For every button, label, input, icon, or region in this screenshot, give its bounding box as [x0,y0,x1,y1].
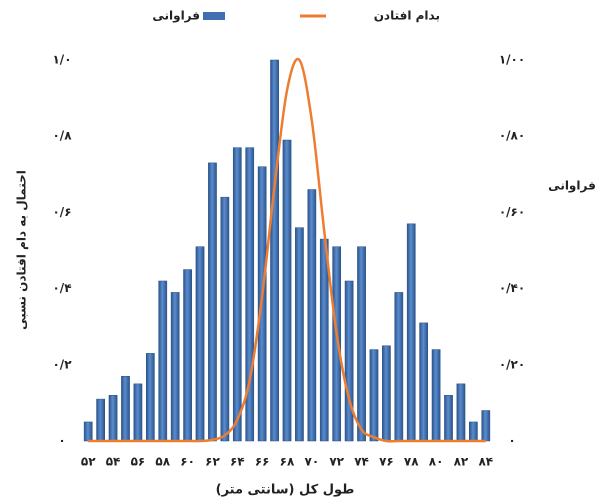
x-tick-label: ۶۶ [255,455,270,469]
y2-tick-label: ۰/۸۰ [499,129,525,143]
bar [444,395,453,442]
bar [282,139,292,442]
bar [369,349,379,442]
bar [319,238,329,442]
x-axis-title: طول کل (سانتی متر) [216,483,355,498]
y-tick-label: ۱/۰ [52,53,71,67]
x-tick-label: ۸۲ [454,455,469,469]
bar [232,147,242,442]
bar [481,410,491,442]
y2-tick-label: ۰ [508,434,515,448]
bar [96,398,105,442]
y2-tick-label: ۱/۰۰ [499,53,525,67]
x-tick-label: ۷۶ [379,455,394,469]
y-tick-label: ۰/۲ [52,357,72,371]
y2-axis-title: فراوانی [548,179,595,194]
bar [344,280,354,442]
bar [419,322,429,442]
x-tick-label: ۶۸ [280,455,295,469]
bar [382,345,391,442]
bar [406,223,416,442]
x-tick-label: ۷۴ [354,455,369,469]
bar [431,349,441,442]
bar [332,246,342,442]
bar [108,395,118,442]
bar [183,269,192,442]
bar [469,421,478,442]
x-tick-label: ۷۸ [404,455,419,469]
legend-swatch [203,12,225,20]
bar [307,189,317,442]
bar [208,162,217,442]
bar [245,147,255,442]
x-tick-label: ۷۲ [329,455,344,469]
x-tick-label: ۵۴ [106,455,121,469]
x-tick-label: ۶۲ [205,455,220,469]
x-tick-label: ۶۴ [230,455,245,469]
bar [220,196,230,442]
y2-tick-label: ۰/۶۰ [499,205,525,219]
x-tick-label: ۷۰ [305,455,320,469]
x-tick-label: ۵۸ [155,455,170,469]
y-tick-label: ۰/۶ [52,205,71,219]
y-tick-label: ۰/۸ [52,129,72,143]
bar [133,383,143,442]
bar [158,280,168,442]
y2-tick-label: ۰/۴۰ [499,281,525,295]
bar [394,292,404,442]
y-axis-title: احتمال به دام افتادن نسبی [15,170,30,330]
bar [270,59,279,442]
x-tick-label: ۵۲ [81,455,96,469]
legend-label: بدام افتادن [374,9,440,24]
bar [121,375,130,442]
bar [170,292,180,442]
y-tick-label: ۰/۴ [52,281,71,295]
bar [456,383,466,442]
legend-label: فراوانی [152,9,200,24]
y-tick-label: ۰ [58,434,65,448]
line [88,57,486,443]
bar [83,421,93,442]
bar [295,227,304,442]
bar [357,246,366,442]
bar [195,246,205,442]
x-tick-label: ۵۶ [131,455,146,469]
y2-tick-label: ۰/۲۰ [499,357,525,371]
x-tick-label: ۸۰ [429,455,444,469]
x-tick-label: ۶۰ [180,455,195,469]
bar [145,353,155,442]
x-tick-label: ۸۴ [478,455,493,469]
